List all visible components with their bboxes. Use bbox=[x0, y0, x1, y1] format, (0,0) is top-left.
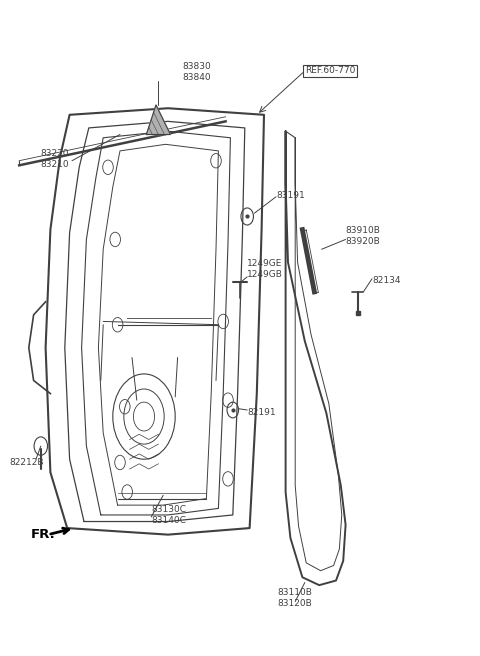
Text: 82212B: 82212B bbox=[10, 458, 44, 467]
Text: REF.60-770: REF.60-770 bbox=[305, 66, 355, 75]
Text: 83220
83210: 83220 83210 bbox=[41, 150, 70, 169]
Text: 83191: 83191 bbox=[276, 191, 305, 200]
Text: 83910B
83920B: 83910B 83920B bbox=[346, 226, 381, 246]
Text: 82191: 82191 bbox=[247, 407, 276, 417]
Text: 82134: 82134 bbox=[372, 276, 400, 285]
Text: 1249GE
1249GB: 1249GE 1249GB bbox=[247, 259, 283, 279]
Text: 83130C
83140C: 83130C 83140C bbox=[151, 505, 186, 525]
Polygon shape bbox=[146, 105, 170, 134]
Text: FR.: FR. bbox=[31, 528, 56, 541]
Text: 83110B
83120B: 83110B 83120B bbox=[278, 588, 312, 608]
Text: 83830
83840: 83830 83840 bbox=[182, 62, 211, 82]
